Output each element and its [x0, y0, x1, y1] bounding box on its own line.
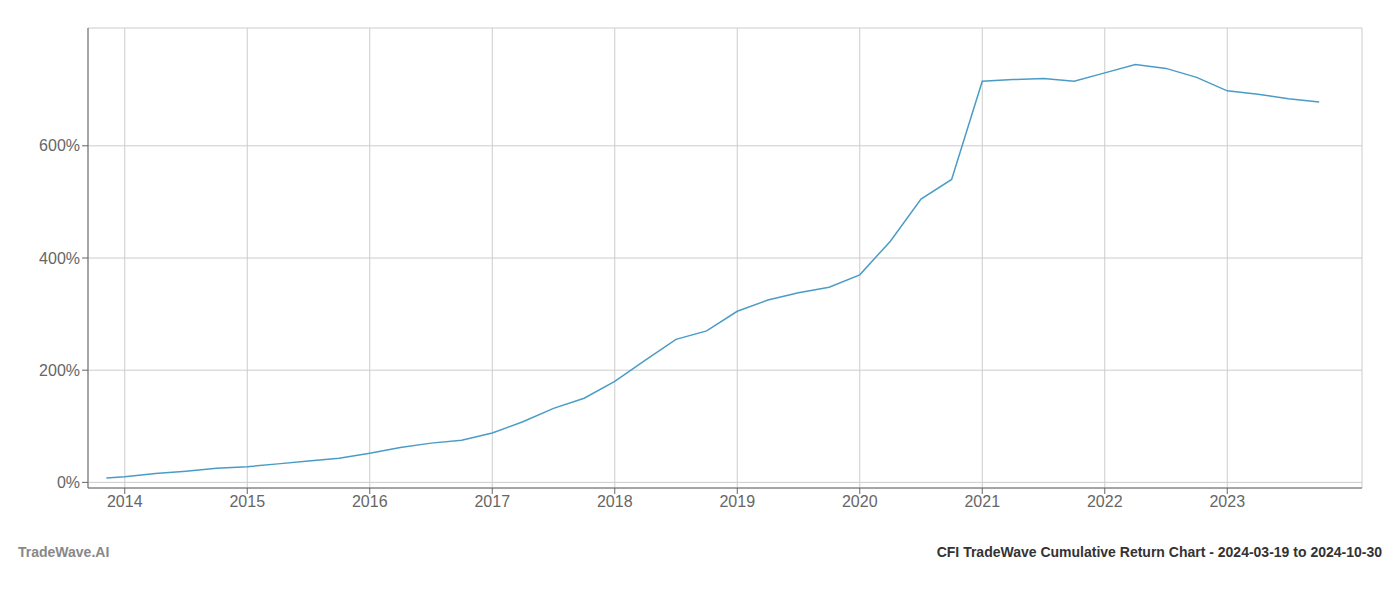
html-text:CFI TradeWave Cumulative Retur: CFI TradeWave Cumulative Return Chart - … — [936, 544, 1382, 560]
svg-text:2021: 2021 — [964, 493, 1000, 510]
svg-text:400%: 400% — [39, 250, 80, 267]
svg-text:2016: 2016 — [352, 493, 388, 510]
svg-text:2018: 2018 — [597, 493, 633, 510]
svg-text:600%: 600% — [39, 137, 80, 154]
svg-text:2020: 2020 — [842, 493, 878, 510]
svg-text:2022: 2022 — [1087, 493, 1123, 510]
svg-text:0%: 0% — [57, 474, 80, 491]
svg-text:2017: 2017 — [474, 493, 510, 510]
svg-text:2019: 2019 — [719, 493, 755, 510]
html-text:TradeWave.AI: TradeWave.AI — [18, 544, 110, 560]
svg-text:200%: 200% — [39, 362, 80, 379]
svg-text:2014: 2014 — [107, 493, 143, 510]
svg-text:2023: 2023 — [1209, 493, 1245, 510]
svg-text:2015: 2015 — [229, 493, 265, 510]
